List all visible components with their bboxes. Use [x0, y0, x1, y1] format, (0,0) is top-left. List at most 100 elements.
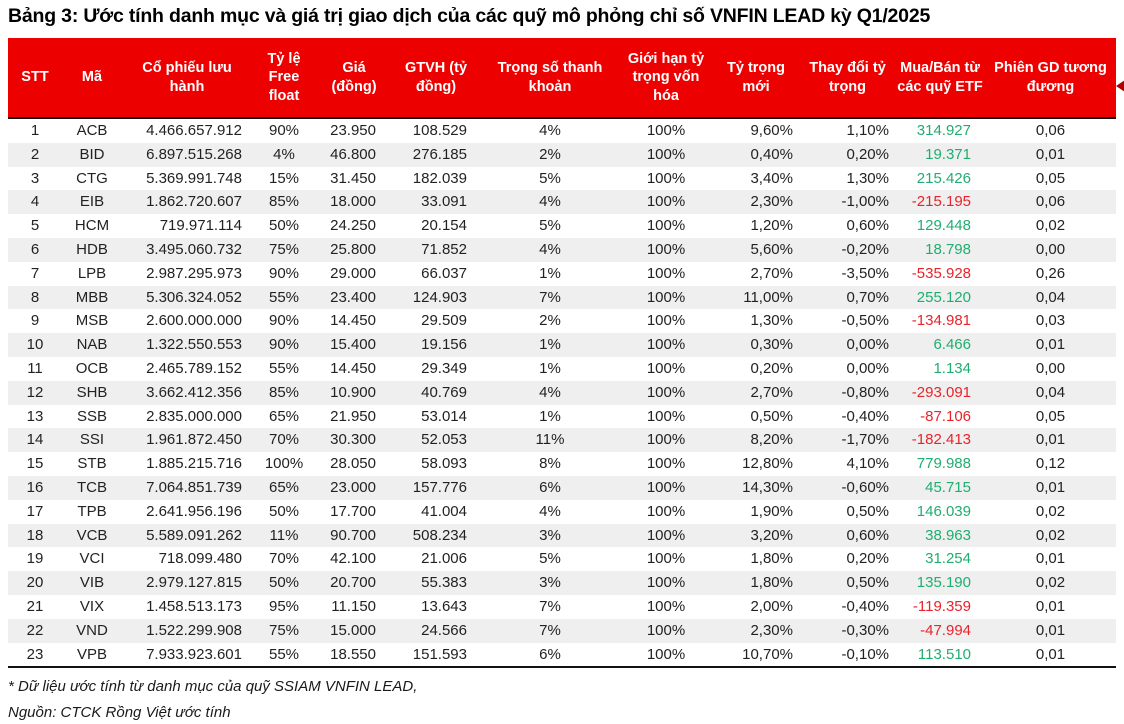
cell-gia: 11.150 — [331, 597, 376, 615]
cell-trong_so_thanh_khoan: 5% — [539, 550, 561, 568]
cell-phien_gd: 0,05 — [1035, 169, 1066, 187]
cell-trong_so_thanh_khoan: 3% — [539, 526, 561, 544]
cell-ma: VCB — [76, 526, 108, 544]
cell-phien_gd: 0,01 — [1035, 597, 1066, 615]
cell-co_phieu_luu_hanh: 1.961.872.450 — [146, 431, 242, 449]
table-row: 17 TPB 2.641.956.196 50% 17.700 41.004 4% 100% 1… — [8, 500, 1116, 524]
cell-phien_gd: 0,06 — [1035, 193, 1066, 211]
cell-gioi_han_ty_trong_von_hoa: 100% — [646, 122, 686, 139]
cell-ty_trong_moi: 3,20% — [750, 526, 793, 544]
cell-ty_trong_moi: 14,30% — [742, 478, 793, 496]
cell-stt: 1 — [30, 122, 40, 139]
cell-thay_doi_ty_trong: -0,40% — [841, 597, 889, 615]
cell-ty_le_free_float: 55% — [268, 359, 300, 377]
header-cell-ma: Mã — [62, 38, 122, 118]
cell-stt: 4 — [30, 193, 40, 211]
cell-phien_gd: 0,01 — [985, 642, 1116, 669]
cell-co_phieu_luu_hanh: 2.979.127.815 — [146, 574, 242, 592]
cell-mua_ban_etf: 1.134 — [933, 359, 971, 377]
cell-trong_so_thanh_khoan: 4% — [539, 383, 561, 401]
cell-trong_so_thanh_khoan: 2% — [539, 312, 561, 330]
table-row: 2 BID 6.897.515.268 4% 46.800 276.185 2% 100% 0,… — [8, 142, 1116, 167]
cell-gtvh: 52.053 — [421, 431, 467, 449]
header-cell-stt: STT — [8, 38, 62, 118]
cell-gia: 15.400 — [330, 336, 376, 354]
cell-gtvh: 29.509 — [421, 312, 467, 330]
cell-ma: SSB — [76, 407, 107, 425]
cell-ty_le_free_float: 11% — [269, 526, 299, 544]
cell-ty_le_free_float: 50% — [268, 502, 300, 520]
cell-ma: HDB — [76, 240, 108, 258]
table-body: 1 ACB 4.466.657.912 90% 23.950 108.529 4% 100% 9… — [8, 118, 1116, 669]
cell-gia: 90.700 — [330, 526, 376, 544]
cell-gia: 25.800 — [330, 240, 376, 258]
cell-gtvh: 66.037 — [421, 264, 467, 282]
cell-phien_gd: 0,04 — [1035, 288, 1066, 306]
cell-gioi_han_ty_trong_von_hoa: 100% — [646, 502, 686, 520]
cell-gia: 15.000 — [330, 621, 376, 639]
cell-mua_ban_etf: 146.039 — [916, 502, 971, 520]
cell-ma: SHB — [76, 383, 108, 401]
cell-mua_ban_etf: 113.510 — [895, 642, 985, 669]
cell-gtvh: 108.529 — [412, 122, 467, 139]
cell-ty_trong_moi: 1,80% — [750, 550, 793, 568]
table-row: 8 MBB 5.306.324.052 55% 23.400 124.903 7% 100% 1… — [8, 285, 1116, 310]
cell-ty_trong_moi: 2,00% — [750, 597, 793, 615]
cell-ty_le_free_float: 75% — [268, 240, 300, 258]
cell-co_phieu_luu_hanh: 718.099.480 — [158, 550, 242, 568]
cell-thay_doi_ty_trong: 0,50% — [846, 574, 889, 592]
cell-ty_le_free_float: 50% — [268, 574, 300, 592]
cell-gtvh: 276.185 — [412, 145, 467, 163]
cell-trong_so_thanh_khoan: 4% — [539, 122, 561, 139]
cell-thay_doi_ty_trong: 0,20% — [846, 550, 889, 568]
cell-ma: TCB — [77, 478, 107, 496]
header-cell-co_phieu_luu_hanh: Cổ phiếu lưu hành — [122, 38, 252, 118]
cell-thay_doi_ty_trong: 0,00% — [846, 359, 889, 377]
table-row: 18 VCB 5.589.091.262 11% 90.700 508.234 3% 100%… — [8, 523, 1116, 548]
cell-phien_gd: 0,02 — [1035, 217, 1066, 235]
cell-phien_gd: 0,00 — [1035, 359, 1066, 377]
cell-ma: HCM — [74, 217, 110, 235]
cell-trong_so_thanh_khoan: 8% — [539, 455, 561, 473]
cell-gioi_han_ty_trong_von_hoa: 100% — [646, 288, 686, 306]
header-cell-phien_gd: Phiên GD tương đương — [985, 38, 1116, 118]
header-cell-ty_trong_moi: Tỷ trọng mới — [712, 38, 800, 118]
cell-gtvh: 41.004 — [421, 502, 467, 520]
cell-co_phieu_luu_hanh: 1.458.513.173 — [146, 597, 242, 615]
cell-gtvh: 21.006 — [421, 550, 467, 568]
cell-gia: 10.900 — [330, 383, 376, 401]
cell-thay_doi_ty_trong: 0,60% — [846, 526, 889, 544]
cell-co_phieu_luu_hanh: 1.522.299.908 — [146, 621, 242, 639]
cell-thay_doi_ty_trong: 0,50% — [846, 502, 889, 520]
cell-phien_gd: 0,05 — [1035, 407, 1066, 425]
cell-stt: 5 — [30, 217, 40, 235]
cell-ty_le_free_float: 100% — [264, 455, 304, 473]
vnfin-lead-estimates-table: STT Mã Cổ phiếu lưu hành Tỷ lệ Free float Gi… — [8, 38, 1116, 669]
cell-trong_so_thanh_khoan: 5% — [539, 169, 561, 187]
cell-ty_trong_moi: 9,60% — [750, 122, 793, 139]
cell-thay_doi_ty_trong: -0,50% — [841, 312, 889, 330]
cell-stt: 3 — [30, 169, 40, 187]
cell-gtvh: 55.383 — [421, 574, 467, 592]
cell-gtvh: 20.154 — [421, 217, 467, 235]
cell-co_phieu_luu_hanh: 7.064.851.739 — [146, 478, 242, 496]
table-row: 11 OCB 2.465.789.152 55% 14.450 29.349 1% 100% 0… — [8, 357, 1116, 381]
table-row: 19 VCI 718.099.480 70% 42.100 21.006 5% 100% 1,8… — [8, 547, 1116, 571]
cell-gia: 28.050 — [330, 455, 376, 473]
cell-trong_so_thanh_khoan: 1% — [539, 407, 561, 425]
cell-gia: 23.950 — [330, 122, 376, 139]
cell-stt: 20 — [26, 574, 44, 592]
cell-phien_gd: 0,04 — [1035, 383, 1066, 401]
cell-phien_gd: 0,01 — [1035, 550, 1066, 568]
cell-co_phieu_luu_hanh: 4.466.657.912 — [146, 122, 242, 139]
cell-stt: 8 — [30, 288, 40, 306]
cell-thay_doi_ty_trong: 0,00% — [846, 336, 889, 354]
cell-ty_trong_moi: 11,00% — [743, 288, 793, 306]
cell-co_phieu_luu_hanh: 3.495.060.732 — [146, 240, 242, 258]
cell-ma: VCI — [79, 550, 105, 568]
cell-ty_le_free_float: 70% — [268, 431, 300, 449]
cell-gia: 23.000 — [330, 478, 376, 496]
cell-stt: 19 — [26, 550, 44, 568]
header-cell-gtvh: GTVH (tỷ đồng) — [392, 38, 480, 118]
cell-gia: 30.300 — [330, 431, 376, 449]
